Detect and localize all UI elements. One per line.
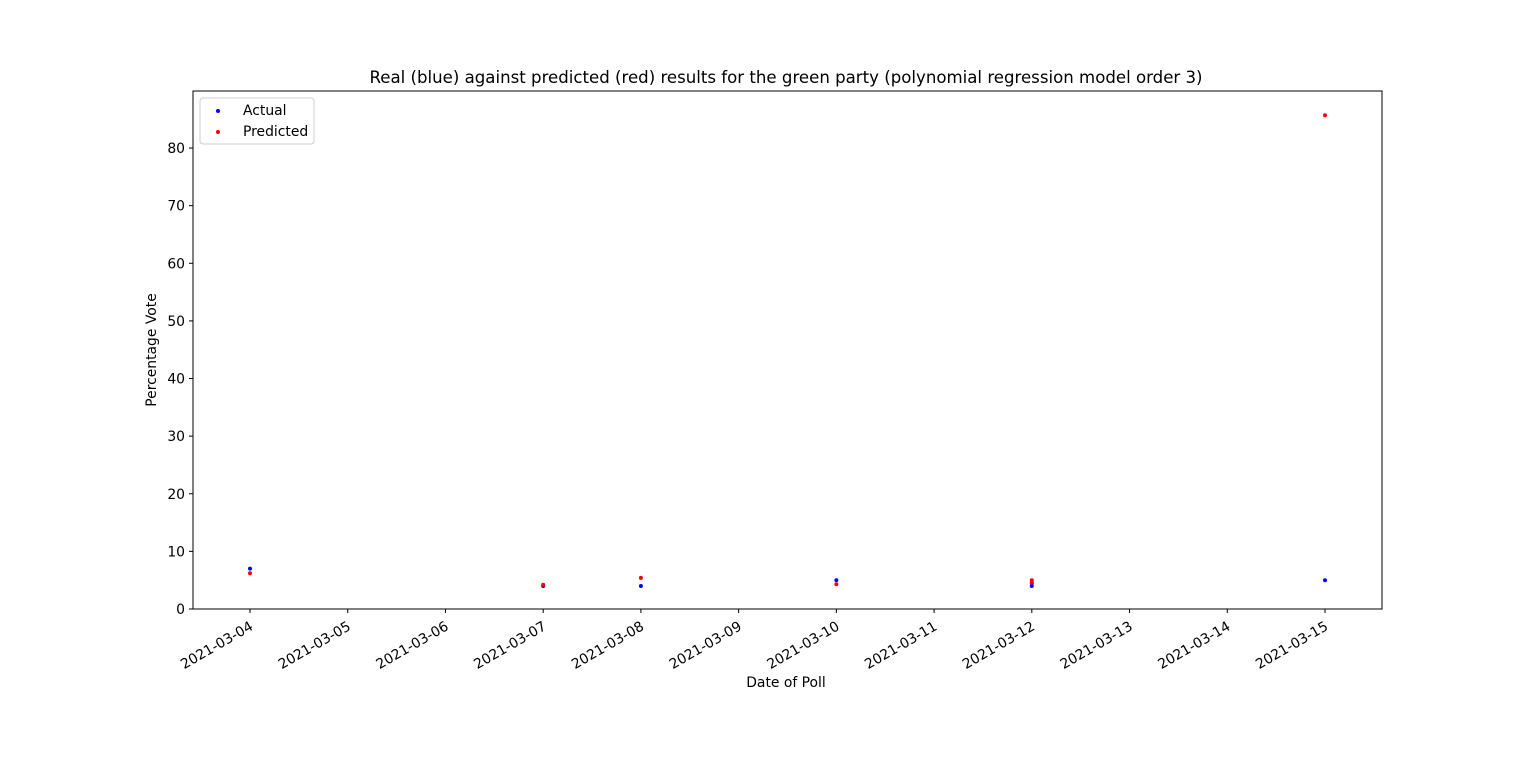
legend-marker-predicted xyxy=(216,130,220,134)
x-axis-label: Date of Poll xyxy=(746,675,826,691)
x-tick-label: 2021-03-06 xyxy=(374,619,452,673)
y-tick-label: 50 xyxy=(167,314,185,330)
y-axis-ticks: 0 10 20 30 40 50 60 70 80 xyxy=(167,141,193,618)
plot-area-frame xyxy=(192,90,1383,610)
x-tick-label: 2021-03-11 xyxy=(862,619,940,673)
y-tick-label: 30 xyxy=(167,429,185,445)
x-tick-label: 2021-03-10 xyxy=(764,619,842,673)
point-actual xyxy=(1322,578,1327,583)
legend: Actual Predicted xyxy=(199,97,315,145)
x-tick-label: 2021-03-12 xyxy=(960,619,1038,673)
point-actual xyxy=(834,578,839,583)
point-predicted xyxy=(1029,578,1034,583)
legend-box xyxy=(199,97,315,145)
y-tick-label: 80 xyxy=(167,141,185,157)
y-tick-label: 0 xyxy=(176,602,185,618)
x-tick-label: 2021-03-14 xyxy=(1155,619,1233,673)
x-tick-label: 2021-03-09 xyxy=(667,619,745,673)
point-actual xyxy=(248,566,253,571)
point-predicted xyxy=(638,575,643,580)
point-actual xyxy=(638,583,643,588)
point-predicted xyxy=(248,571,253,576)
x-tick-label: 2021-03-13 xyxy=(1058,619,1136,673)
point-actual xyxy=(1029,583,1034,588)
x-tick-label: 2021-03-07 xyxy=(471,619,549,673)
x-tick-label: 2021-03-04 xyxy=(178,619,256,673)
legend-label-actual: Actual xyxy=(243,103,287,119)
y-tick-label: 40 xyxy=(167,372,185,388)
point-predicted xyxy=(1322,113,1327,118)
y-axis-label: Percentage Vote xyxy=(144,293,160,406)
x-tick-label: 2021-03-05 xyxy=(276,619,354,673)
x-tick-label: 2021-03-15 xyxy=(1253,619,1331,673)
x-tick-label: 2021-03-08 xyxy=(569,619,647,673)
y-tick-label: 10 xyxy=(167,544,185,560)
legend-label-predicted: Predicted xyxy=(243,124,308,140)
x-axis-ticks: 2021-03-04 2021-03-05 2021-03-06 2021-03-07… xyxy=(178,609,1331,673)
chart-title: Real (blue) against predicted (red) resu… xyxy=(369,68,1202,87)
y-tick-label: 70 xyxy=(167,199,185,215)
legend-marker-actual xyxy=(216,109,220,113)
y-tick-label: 20 xyxy=(167,487,185,503)
data-points xyxy=(248,113,1327,588)
point-predicted xyxy=(541,582,546,587)
y-tick-label: 60 xyxy=(167,256,185,272)
point-predicted xyxy=(834,582,839,587)
